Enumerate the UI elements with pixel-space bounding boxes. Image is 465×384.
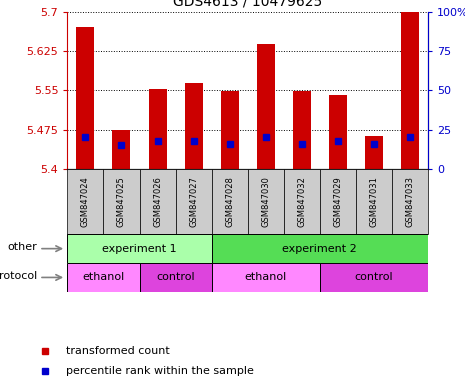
Text: GSM847033: GSM847033 xyxy=(405,176,414,227)
Bar xyxy=(401,12,419,169)
Bar xyxy=(67,234,212,263)
Text: GSM847026: GSM847026 xyxy=(153,176,162,227)
Text: GSM847024: GSM847024 xyxy=(81,176,90,227)
Bar xyxy=(67,263,140,292)
Text: GSM847030: GSM847030 xyxy=(261,176,270,227)
Text: experiment 2: experiment 2 xyxy=(282,243,357,254)
Bar xyxy=(247,169,284,234)
Bar xyxy=(257,44,275,169)
Text: GSM847032: GSM847032 xyxy=(297,176,306,227)
Text: GSM847029: GSM847029 xyxy=(333,176,342,227)
Bar xyxy=(212,169,247,234)
Bar xyxy=(356,169,392,234)
Bar xyxy=(329,96,347,169)
Bar xyxy=(67,169,103,234)
Text: ethanol: ethanol xyxy=(82,272,125,283)
Text: GSM847031: GSM847031 xyxy=(369,176,378,227)
Bar xyxy=(320,169,356,234)
Text: other: other xyxy=(7,242,37,252)
Bar xyxy=(175,169,212,234)
Bar xyxy=(212,263,320,292)
Bar xyxy=(284,169,320,234)
Bar xyxy=(140,263,212,292)
Text: experiment 1: experiment 1 xyxy=(102,243,177,254)
Text: ethanol: ethanol xyxy=(245,272,287,283)
Text: percentile rank within the sample: percentile rank within the sample xyxy=(66,366,253,376)
Text: GSM847025: GSM847025 xyxy=(117,176,126,227)
Bar xyxy=(365,136,383,169)
Text: GSM847027: GSM847027 xyxy=(189,176,198,227)
Bar xyxy=(392,169,428,234)
Text: control: control xyxy=(354,272,393,283)
Bar xyxy=(220,91,239,169)
Text: protocol: protocol xyxy=(0,271,37,281)
Text: transformed count: transformed count xyxy=(66,346,169,356)
Text: GSM847028: GSM847028 xyxy=(225,176,234,227)
Bar xyxy=(320,263,428,292)
Bar xyxy=(140,169,175,234)
Bar xyxy=(292,91,311,169)
Title: GDS4613 / 10479625: GDS4613 / 10479625 xyxy=(173,0,322,9)
Text: control: control xyxy=(156,272,195,283)
Bar xyxy=(113,129,131,169)
Bar xyxy=(212,234,428,263)
Bar xyxy=(185,83,203,169)
Bar xyxy=(148,89,166,169)
Bar xyxy=(103,169,140,234)
Bar xyxy=(76,27,94,169)
